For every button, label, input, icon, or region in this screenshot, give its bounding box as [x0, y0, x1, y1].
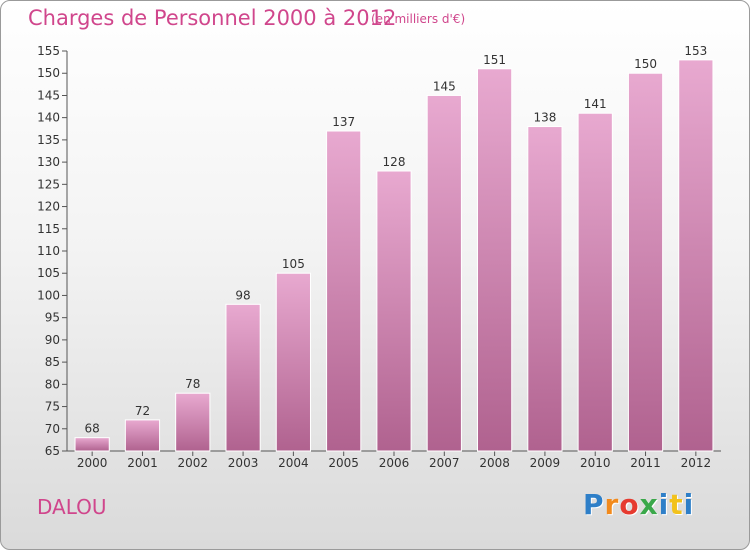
- y-tick-label: 135: [37, 133, 60, 147]
- y-tick-label: 65: [45, 444, 60, 458]
- x-tick-label-2002: 2002: [177, 456, 208, 470]
- value-label-2003: 98: [235, 288, 250, 302]
- y-tick-label: 120: [37, 200, 60, 214]
- bar-2010: [577, 112, 613, 452]
- y-tick-label: 105: [37, 266, 60, 280]
- value-label-2009: 138: [533, 111, 556, 125]
- bar-2006: [376, 170, 412, 452]
- bar-2008: [477, 68, 513, 452]
- bar-2009: [527, 126, 563, 452]
- y-tick-label: 100: [37, 288, 60, 302]
- bar-2011: [627, 72, 664, 452]
- x-tick-label-2005: 2005: [328, 456, 359, 470]
- y-tick-label: 80: [45, 377, 60, 391]
- value-label-2012: 153: [684, 44, 707, 58]
- bar-2000: [74, 437, 110, 452]
- value-label-2002: 78: [185, 377, 200, 391]
- y-tick-label: 90: [45, 333, 60, 347]
- x-tick-label-2011: 2011: [630, 456, 661, 470]
- logo-letter: o: [619, 488, 640, 521]
- value-label-2011: 150: [634, 57, 657, 71]
- x-tick-label-2012: 2012: [681, 456, 712, 470]
- bar-2002: [175, 392, 211, 452]
- y-tick-label: 85: [45, 355, 60, 369]
- proxiti-logo: Proxiti: [583, 488, 694, 521]
- x-tick-label-2000: 2000: [77, 456, 108, 470]
- y-tick-label: 150: [37, 66, 60, 80]
- y-tick-label: 140: [37, 111, 60, 125]
- logo-letter: i: [683, 488, 695, 521]
- x-tick-label-2009: 2009: [530, 456, 561, 470]
- x-tick-label-2007: 2007: [429, 456, 460, 470]
- x-tick-label-2003: 2003: [228, 456, 259, 470]
- logo-letter: i: [658, 488, 670, 521]
- value-label-2008: 151: [483, 53, 506, 67]
- y-tick-label: 70: [45, 422, 60, 436]
- bar-2005: [326, 130, 362, 452]
- x-tick-label-2006: 2006: [379, 456, 410, 470]
- chart-axes: 65 70 75 80 85 90 95 100 105 110 115 120 125 130 135 14…: [37, 44, 721, 458]
- value-label-2006: 128: [383, 155, 406, 169]
- logo-letter: r: [604, 488, 620, 521]
- y-tick-label: 125: [37, 177, 60, 191]
- chart-bars: [74, 59, 714, 452]
- y-tick-label: 95: [45, 311, 60, 325]
- chart-labels: 68 2000 72 2001 78 2002 98 2003 105 2004 137 2005 12…: [77, 44, 711, 470]
- chart-title: Charges de Personnel 2000 à 2012: [28, 6, 397, 30]
- value-label-2005: 137: [332, 115, 355, 129]
- commune-name: DALOU: [37, 495, 107, 519]
- value-label-2000: 68: [85, 422, 100, 436]
- bar-2012: [678, 59, 714, 452]
- logo-letter: t: [669, 488, 684, 521]
- bar-2001: [124, 419, 161, 452]
- x-tick-label-2001: 2001: [127, 456, 158, 470]
- bar-2007: [426, 94, 462, 452]
- y-tick-label: 115: [37, 222, 60, 236]
- chart-unit: (en milliers d'€): [371, 12, 466, 26]
- x-tick-label-2004: 2004: [278, 456, 309, 470]
- y-tick-label: 155: [37, 44, 60, 58]
- y-tick-label: 110: [37, 244, 60, 258]
- x-tick-label-2010: 2010: [580, 456, 611, 470]
- value-label-2010: 141: [584, 97, 607, 111]
- y-tick-label: 130: [37, 155, 60, 169]
- bar-2003: [225, 303, 261, 452]
- bar-2004: [275, 272, 311, 452]
- logo-letter: x: [639, 488, 659, 521]
- y-tick-label: 75: [45, 400, 60, 414]
- logo-letter: P: [583, 488, 605, 521]
- value-label-2004: 105: [282, 257, 305, 271]
- y-tick-label: 145: [37, 88, 60, 102]
- x-tick-label-2008: 2008: [479, 456, 510, 470]
- value-label-2001: 72: [135, 404, 150, 418]
- value-label-2007: 145: [433, 79, 456, 93]
